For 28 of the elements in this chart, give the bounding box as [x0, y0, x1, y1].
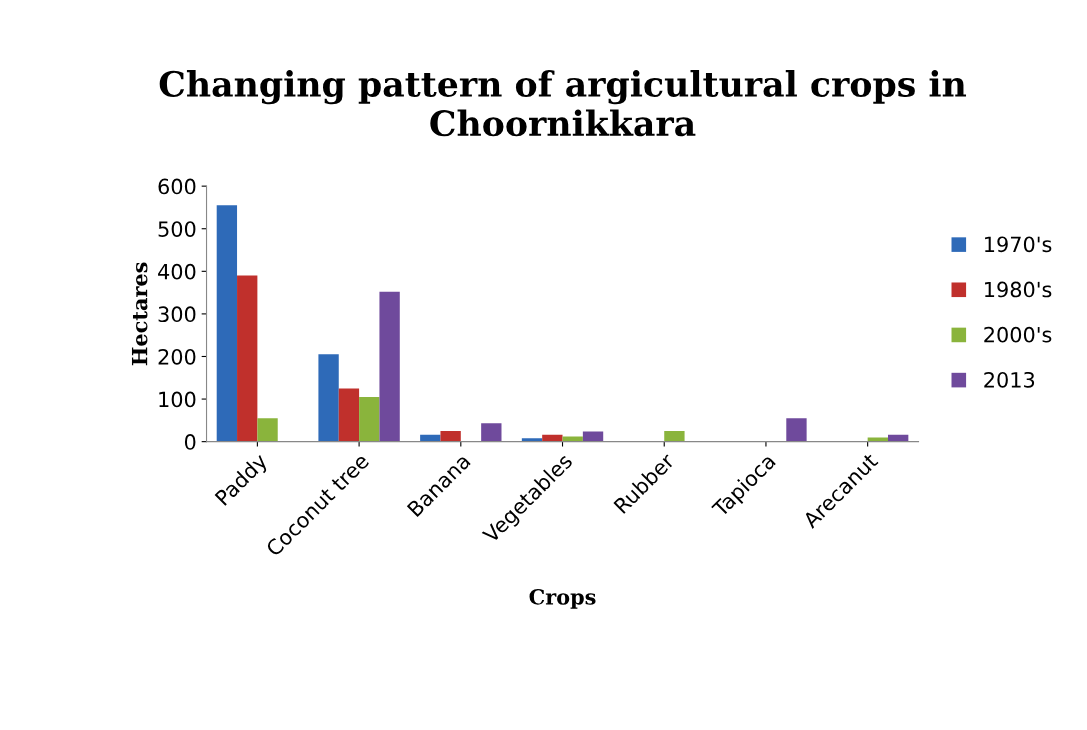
y-tick-label: 600 [158, 178, 196, 195]
y-tick-label: 100 [159, 391, 196, 408]
y-tick-label: 400 [158, 263, 196, 280]
bar [582, 431, 604, 442]
y-tick-label: 500 [158, 221, 196, 237]
bar [481, 423, 502, 442]
y-tick-label: 200 [158, 348, 196, 365]
y-tick-label: 300 [158, 306, 196, 323]
bar [542, 434, 563, 442]
legend-label: 1970's [985, 236, 1052, 253]
chart-title: Changing pattern of argicultural crops in Choornikkara [159, 70, 967, 137]
x-axis-title: Crops [529, 588, 596, 609]
bar [359, 396, 380, 442]
bar [216, 205, 238, 442]
bar [237, 275, 258, 442]
legend-label: 2000's [984, 326, 1052, 343]
bar [440, 431, 461, 442]
bar [379, 291, 400, 442]
bar [664, 431, 685, 442]
y-tick-label: 0 [184, 434, 196, 450]
bar [786, 418, 807, 442]
bar [338, 388, 360, 442]
legend-label: 1980's [985, 281, 1052, 298]
bar [257, 418, 278, 442]
legend-label: 2013 [984, 371, 1035, 388]
bar [867, 437, 888, 442]
bar [318, 354, 339, 442]
y-axis-title: Hectares [131, 262, 148, 366]
